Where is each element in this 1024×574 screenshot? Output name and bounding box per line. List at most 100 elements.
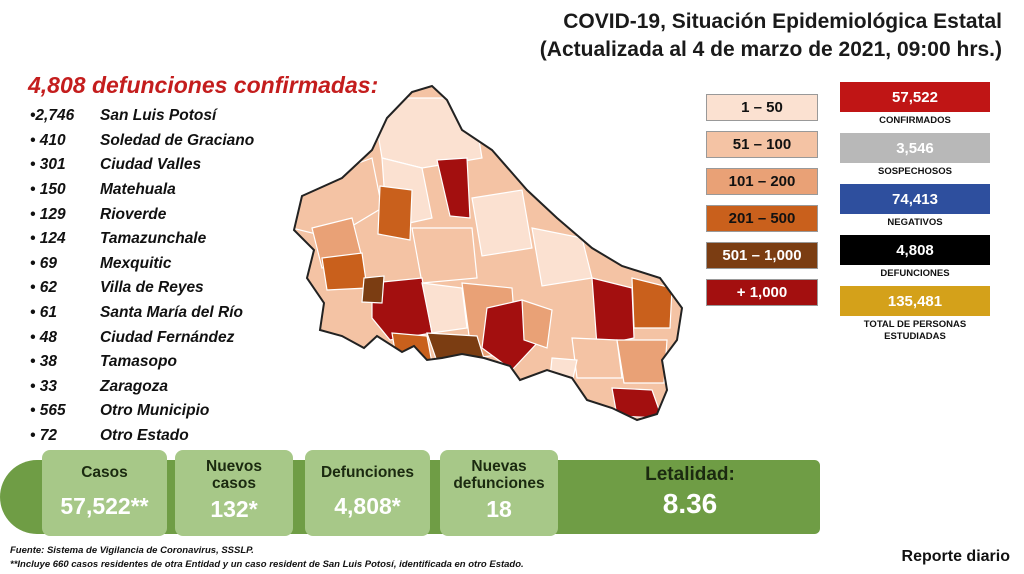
municipality-huasteca	[571, 337, 623, 379]
letalidad-label: Letalidad:	[645, 464, 735, 485]
stat-value: 57,522	[840, 82, 990, 112]
municipality-count: • 410	[30, 131, 66, 149]
legend-item: 201 – 500	[706, 205, 818, 232]
municipality-ebano	[631, 277, 673, 329]
legend-item: 501 – 1,000	[706, 242, 818, 269]
card-nuevos-casos: Nuevos casos 132*	[175, 450, 293, 536]
municipality-item: • 69 Mexquitic	[30, 252, 300, 277]
municipality-count: • 301	[30, 156, 66, 174]
municipality-name: San Luis Potosí	[100, 107, 217, 125]
municipality-name: Ciudad Valles	[100, 156, 202, 174]
municipality-item: •2,746 San Luis Potosí	[30, 104, 300, 129]
stat-label: SOSPECHOSOS	[878, 166, 952, 177]
municipality-count: • 61	[30, 304, 57, 322]
municipality-deaths-list: •2,746 San Luis Potosí • 410 Soledad de Gra…	[30, 104, 300, 448]
municipality-central-south	[421, 282, 468, 334]
municipality-northeast	[471, 189, 533, 257]
municipality-name: Tamasopo	[100, 353, 177, 371]
deaths-heading: 4,808 defunciones confirmadas:	[28, 72, 379, 98]
stat-label: NEGATIVOS	[887, 217, 943, 228]
card-defunciones: Defunciones 4,808*	[305, 450, 430, 536]
municipality-huasteca-south	[616, 339, 668, 384]
nuevos-casos-label-1: Nuevos	[206, 458, 262, 475]
municipality-ciudad-valles	[591, 277, 635, 347]
stat-block: 3,546 SOSPECHOSOS	[840, 133, 990, 178]
report-label: Reporte diario	[901, 548, 1010, 565]
municipality-item: • 124 Tamazunchale	[30, 227, 300, 252]
municipality-item: • 565 Otro Municipio	[30, 399, 300, 424]
letalidad: Letalidad: 8.36	[570, 464, 810, 520]
municipality-name: Matehuala	[100, 181, 176, 199]
municipality-item: • 150 Matehuala	[30, 178, 300, 203]
municipality-name: Santa María del Río	[100, 304, 243, 322]
stats-panel: 57,522 CONFIRMADOS 3,546 SOSPECHOSOS 74,413 N…	[840, 82, 990, 349]
municipality-tamasopo	[521, 299, 553, 349]
municipality-name: Soledad de Graciano	[100, 131, 255, 149]
stat-block: 135,481 TOTAL DE PERSONAS ESTUDIADAS	[840, 286, 990, 343]
summary-banner: Casos 57,522** Nuevos casos 132* Defunci…	[0, 450, 820, 538]
municipality-soledad	[361, 275, 385, 304]
municipality-matehuala	[436, 157, 471, 219]
nuevas-defunciones-label-1: Nuevas	[471, 458, 527, 475]
casos-value: 57,522**	[60, 493, 149, 519]
municipality-item: • 33 Zaragoza	[30, 375, 300, 400]
municipality-name: Ciudad Fernández	[100, 328, 235, 346]
stat-block: 74,413 NEGATIVOS	[840, 184, 990, 229]
stat-value: 3,546	[840, 133, 990, 163]
stat-value: 74,413	[840, 184, 990, 214]
cases-note: **Incluye 660 casos residentes de otra E…	[10, 559, 524, 570]
card-nuevas-defunciones: Nuevas defunciones 18	[440, 450, 558, 536]
municipality-count: • 62	[30, 279, 57, 297]
nuevas-defunciones-value: 18	[486, 496, 512, 522]
municipality-name: Mexquitic	[100, 254, 172, 272]
municipality-name: Tamazunchale	[100, 230, 207, 248]
municipality-item: • 301 Ciudad Valles	[30, 153, 300, 178]
footnotes: Fuente: Sistema de Vigilancia de Coronav…	[10, 544, 524, 572]
stat-label: DEFUNCIONES	[880, 268, 950, 279]
state-map	[272, 78, 692, 438]
stat-label: TOTAL DE PERSONAS ESTUDIADAS	[863, 319, 967, 342]
legend-item: 51 – 100	[706, 131, 818, 158]
state-border	[292, 84, 684, 422]
municipality-item: • 72 Otro Estado	[30, 424, 300, 449]
municipality-count: • 72	[30, 427, 57, 445]
municipality-count: • 124	[30, 230, 66, 248]
municipality-item: • 410 Soledad de Graciano	[30, 129, 300, 154]
legend-item: 101 – 200	[706, 168, 818, 195]
municipality-count: • 69	[30, 254, 57, 272]
municipality-item: • 48 Ciudad Fernández	[30, 325, 300, 350]
municipality-item: • 61 Santa María del Río	[30, 301, 300, 326]
municipality-name: Otro Estado	[100, 427, 189, 445]
municipality-count: • 565	[30, 402, 66, 420]
municipality-count: • 48	[30, 328, 57, 346]
municipality-count: • 150	[30, 181, 66, 199]
municipality-count: •2,746	[30, 107, 75, 125]
page-title: COVID-19, Situación Epidemiológica Estat…	[540, 8, 1002, 64]
nuevos-casos-value: 132*	[210, 496, 258, 522]
legend-item: + 1,000	[706, 279, 818, 306]
municipality-name: Otro Municipio	[100, 402, 210, 420]
municipality-count: • 38	[30, 353, 57, 371]
nuevos-casos-label-2: casos	[212, 475, 256, 492]
legend-item: 1 – 50	[706, 94, 818, 121]
letalidad-value: 8.36	[662, 488, 718, 519]
card-casos: Casos 57,522**	[42, 450, 167, 536]
municipality-count: • 129	[30, 205, 66, 223]
casos-label: Casos	[81, 464, 128, 481]
municipality-villa-de-reyes	[426, 332, 488, 371]
municipality-name: Villa de Reyes	[100, 279, 204, 297]
municipality-name: Rioverde	[100, 205, 167, 223]
municipality-count: • 33	[30, 377, 57, 395]
municipality-east	[531, 227, 593, 287]
stat-value: 135,481	[840, 286, 990, 316]
municipality-name: Zaragoza	[100, 377, 169, 395]
municipality-item: • 38 Tamasopo	[30, 350, 300, 375]
map-legend: 1 – 50 51 – 100 101 – 200 201 – 500 501 – 1,…	[706, 94, 818, 316]
municipality-item: • 62 Villa de Reyes	[30, 276, 300, 301]
defunciones-value: 4,808*	[334, 493, 401, 519]
source-note: Fuente: Sistema de Vigilancia de Coronav…	[10, 545, 254, 556]
municipality-charcas	[377, 185, 413, 241]
stat-block: 57,522 CONFIRMADOS	[840, 82, 990, 127]
stat-block: 4,808 DEFUNCIONES	[840, 235, 990, 280]
municipality-item: • 129 Rioverde	[30, 202, 300, 227]
